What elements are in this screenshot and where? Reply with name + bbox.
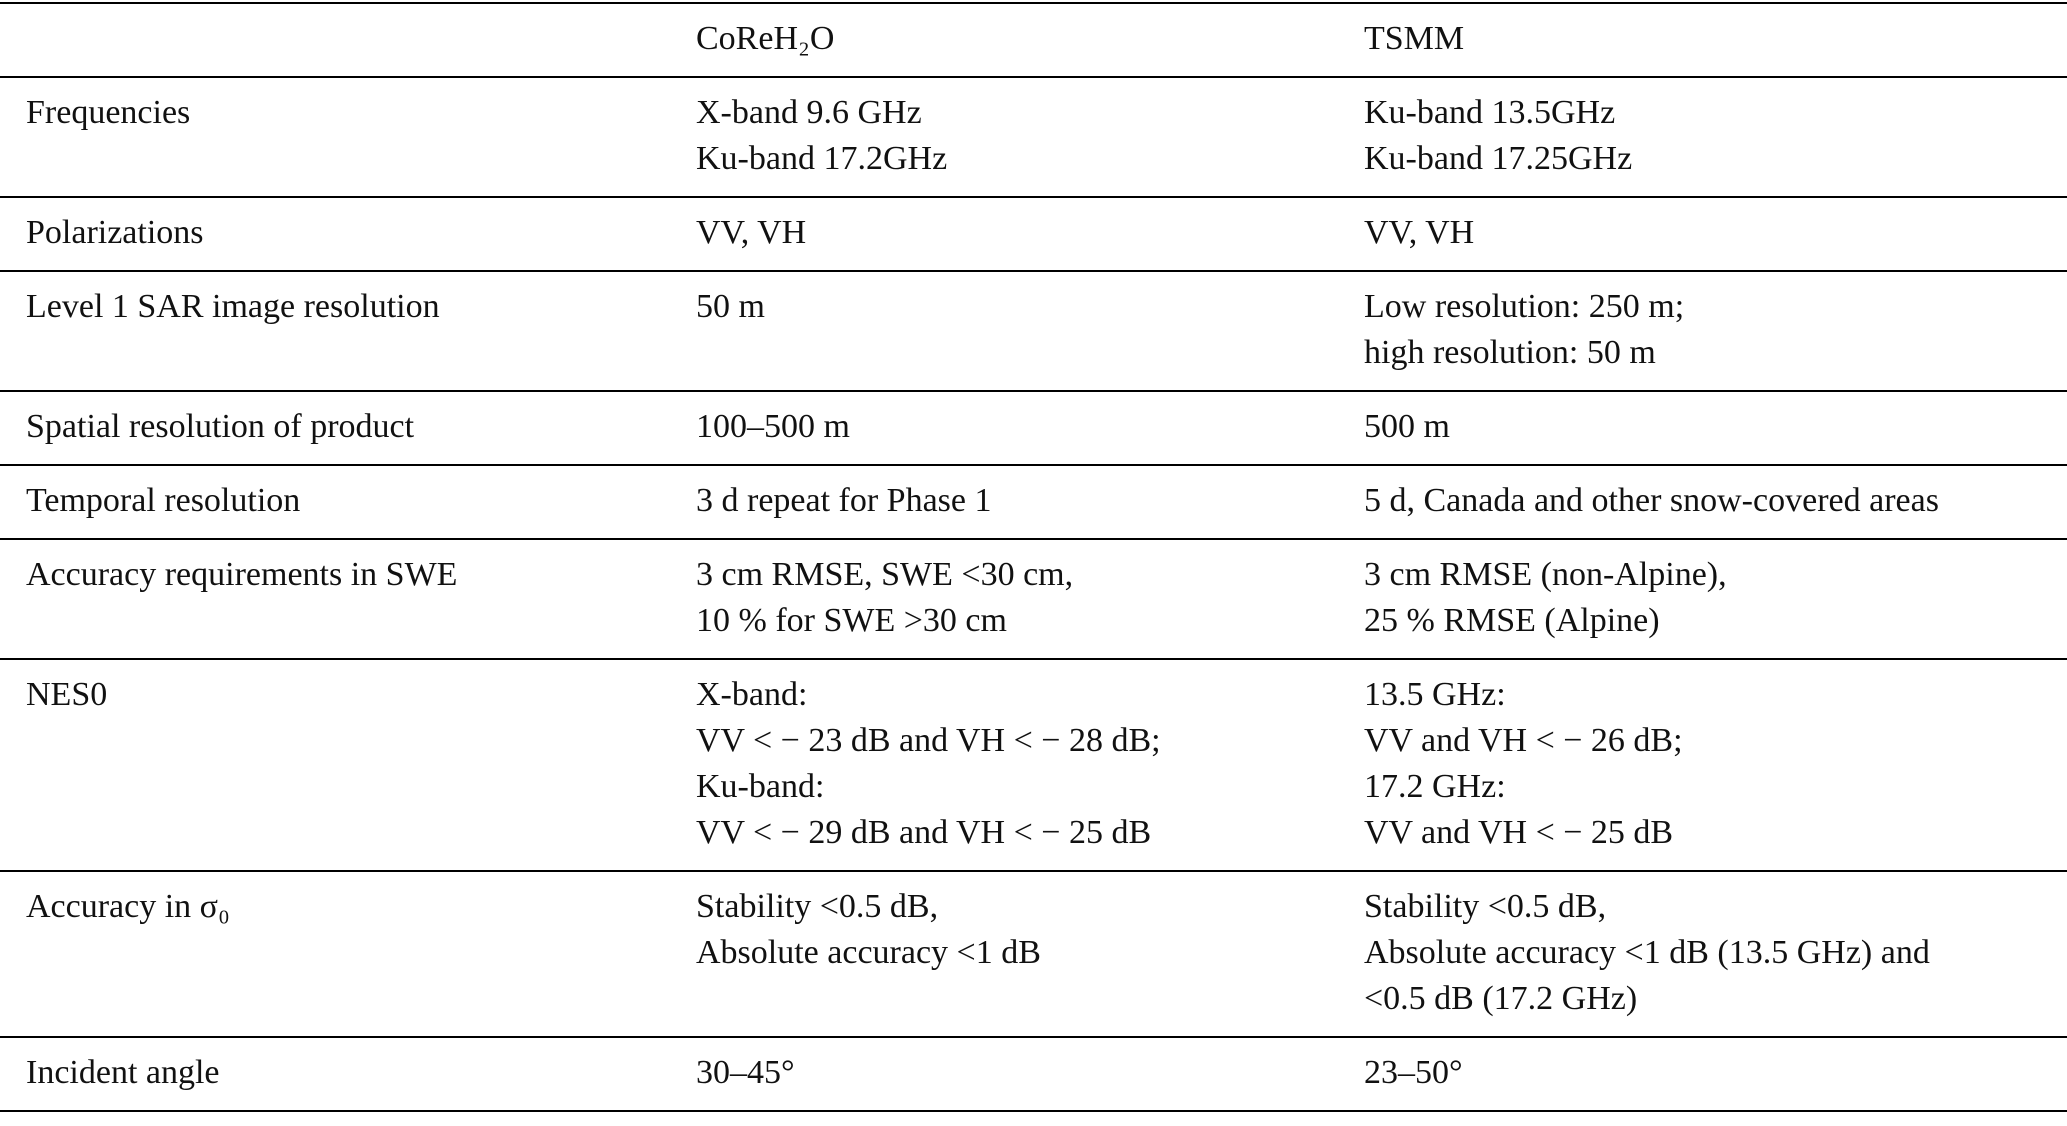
row-label: Incident angle bbox=[0, 1036, 670, 1112]
table-row: Frequencies X-band 9.6 GHz Ku-band 17.2GHz… bbox=[0, 76, 2067, 198]
cell-line: 500 m bbox=[1364, 408, 1450, 445]
table-row: Accuracy requirements in SWE 3 cm RMSE, S… bbox=[0, 538, 2067, 660]
cell-line: 17.2 GHz: bbox=[1364, 768, 1506, 805]
cell-line: VV, VH bbox=[696, 214, 807, 251]
column-header: TSMM bbox=[1338, 2, 2067, 78]
table-cell: Low resolution: 250 m; high resolution: 5… bbox=[1338, 270, 2067, 392]
table-cell: 13.5 GHz: VV and VH < − 26 dB; 17.2 GHz: VV… bbox=[1338, 658, 2067, 872]
cell-line: Stability <0.5 dB, bbox=[1364, 888, 1607, 925]
cell-line: Stability <0.5 dB, bbox=[696, 888, 939, 925]
cell-line: Absolute accuracy <1 dB bbox=[696, 934, 1041, 971]
cell-line: X-band 9.6 GHz bbox=[696, 94, 922, 131]
row-label: NES0 bbox=[0, 658, 670, 872]
row-label: Accuracy requirements in SWE bbox=[0, 538, 670, 660]
table-cell: VV, VH bbox=[1338, 196, 2067, 272]
table-cell: 3 d repeat for Phase 1 bbox=[670, 464, 1338, 540]
column-header: CoReH₂O bbox=[670, 2, 1338, 78]
cell-line: 23–50° bbox=[1364, 1054, 1463, 1091]
table-cell: 50 m bbox=[670, 270, 1338, 392]
cell-line: Ku-band 13.5GHz bbox=[1364, 94, 1616, 131]
table-row: Accuracy in σ₀ Stability <0.5 dB, Absolute… bbox=[0, 870, 2067, 1038]
table-row: Incident angle 30–45° 23–50° bbox=[0, 1036, 2067, 1112]
table-row: Polarizations VV, VH VV, VH bbox=[0, 196, 2067, 272]
row-label: Level 1 SAR image resolution bbox=[0, 270, 670, 392]
corner-cell bbox=[0, 2, 670, 78]
cell-line: VV < − 29 dB and VH < − 25 dB bbox=[696, 814, 1152, 851]
cell-line: 100–500 m bbox=[696, 408, 850, 445]
cell-line: 13.5 GHz: bbox=[1364, 676, 1506, 713]
cell-line: <0.5 dB (17.2 GHz) bbox=[1364, 980, 1638, 1017]
cell-line: X-band: bbox=[696, 676, 808, 713]
cell-line: 3 cm RMSE (non-Alpine), bbox=[1364, 556, 1727, 593]
cell-line: 25 % RMSE (Alpine) bbox=[1364, 602, 1660, 639]
table-cell: VV, VH bbox=[670, 196, 1338, 272]
table-cell: Stability <0.5 dB, Absolute accuracy <1 d… bbox=[670, 870, 1338, 1038]
row-label: Accuracy in σ₀ bbox=[0, 870, 670, 1038]
cell-line: 3 cm RMSE, SWE <30 cm, bbox=[696, 556, 1074, 593]
table-cell: X-band 9.6 GHz Ku-band 17.2GHz bbox=[670, 76, 1338, 198]
header-row: CoReH₂O TSMM bbox=[0, 2, 2067, 78]
cell-line: 50 m bbox=[696, 288, 765, 325]
row-label: Polarizations bbox=[0, 196, 670, 272]
row-label: Frequencies bbox=[0, 76, 670, 198]
table-cell: 3 cm RMSE, SWE <30 cm, 10 % for SWE >30 c… bbox=[670, 538, 1338, 660]
table-cell: Ku-band 13.5GHz Ku-band 17.25GHz bbox=[1338, 76, 2067, 198]
cell-line: VV, VH bbox=[1364, 214, 1475, 251]
cell-line: 5 d, Canada and other snow-covered areas bbox=[1364, 482, 1939, 519]
table-row: Spatial resolution of product 100–500 m 50… bbox=[0, 390, 2067, 466]
table-cell: 3 cm RMSE (non-Alpine), 25 % RMSE (Alpine… bbox=[1338, 538, 2067, 660]
cell-line: 10 % for SWE >30 cm bbox=[696, 602, 1007, 639]
cell-line: high resolution: 50 m bbox=[1364, 334, 1656, 371]
table-row: Level 1 SAR image resolution 50 m Low reso… bbox=[0, 270, 2067, 392]
table-cell: X-band: VV < − 23 dB and VH < − 28 dB; Ku-… bbox=[670, 658, 1338, 872]
cell-line: Ku-band: bbox=[696, 768, 825, 805]
cell-line: 30–45° bbox=[696, 1054, 795, 1091]
table-cell: Stability <0.5 dB, Absolute accuracy <1 d… bbox=[1338, 870, 2067, 1038]
cell-line: Low resolution: 250 m; bbox=[1364, 288, 1685, 325]
cell-line: Ku-band 17.25GHz bbox=[1364, 140, 1633, 177]
table-cell: 500 m bbox=[1338, 390, 2067, 466]
table-cell: 100–500 m bbox=[670, 390, 1338, 466]
row-label: Spatial resolution of product bbox=[0, 390, 670, 466]
cell-line: 3 d repeat for Phase 1 bbox=[696, 482, 992, 519]
cell-line: VV and VH < − 26 dB; bbox=[1364, 722, 1683, 759]
cell-line: VV < − 23 dB and VH < − 28 dB; bbox=[696, 722, 1161, 759]
table-cell: 5 d, Canada and other snow-covered areas bbox=[1338, 464, 2067, 540]
table-row: Temporal resolution 3 d repeat for Phase … bbox=[0, 464, 2067, 540]
table-cell: 30–45° bbox=[670, 1036, 1338, 1112]
table-row: NES0 X-band: VV < − 23 dB and VH < − 28 dB… bbox=[0, 658, 2067, 872]
table-cell: 23–50° bbox=[1338, 1036, 2067, 1112]
cell-line: Ku-band 17.2GHz bbox=[696, 140, 948, 177]
row-label: Temporal resolution bbox=[0, 464, 670, 540]
cell-line: Absolute accuracy <1 dB (13.5 GHz) and bbox=[1364, 934, 1930, 971]
cell-line: VV and VH < − 25 dB bbox=[1364, 814, 1674, 851]
